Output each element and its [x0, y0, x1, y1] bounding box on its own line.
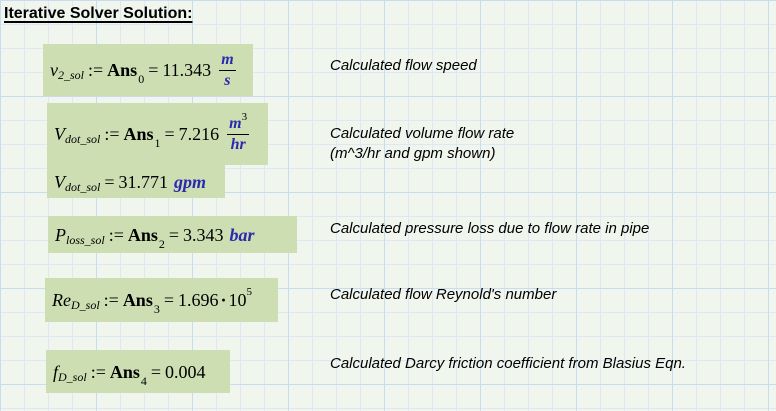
math-region-fd-sol[interactable]: f D_sol := Ans 4 = 0.004	[46, 350, 230, 393]
equals-sign: =	[150, 361, 162, 382]
variable-name: V	[54, 171, 65, 192]
multiplication-dot: ·	[220, 290, 227, 310]
variable-subscript: 2_sol	[58, 68, 85, 82]
ans-label: Ans	[127, 224, 158, 245]
ans-label: Ans	[123, 124, 154, 144]
unit-fraction: m3 hr	[227, 111, 250, 153]
unit-numerator: m	[229, 114, 242, 132]
unit-numerator: m	[221, 50, 234, 68]
variable-name: f	[53, 361, 59, 382]
ans-label: Ans	[107, 60, 138, 80]
variable-subscript: D_sol	[70, 298, 100, 312]
ans-label: Ans	[109, 361, 140, 382]
ans-index: 4	[140, 373, 147, 388]
comment-line: Calculated pressure loss due to flow rat…	[330, 220, 650, 237]
assign-operator: :=	[108, 224, 124, 245]
result-value: 31.771	[118, 171, 169, 192]
result-value: 11.343	[162, 60, 212, 80]
assign-operator: :=	[90, 361, 106, 382]
comment-flow-speed[interactable]: Calculated flow speed	[330, 56, 477, 76]
unit-numerator-group: m3	[227, 111, 249, 133]
comment-volume-flow-rate[interactable]: Calculated volume flow rate (m^3/hr and …	[330, 124, 514, 164]
unit-denominator: hr	[230, 135, 246, 153]
unit: gpm	[174, 171, 207, 192]
ans-index: 0	[138, 72, 145, 86]
variable-subscript: dot_sol	[65, 179, 101, 194]
equals-sign: =	[164, 124, 175, 144]
math-region-v2-sol[interactable]: v 2_sol := Ans 0 = 11.343 m s	[43, 44, 253, 96]
variable-subscript: loss_sol	[66, 232, 105, 247]
variable-name: V	[54, 124, 65, 144]
result-value: 3.343	[183, 224, 224, 245]
comment-line: Calculated flow speed	[330, 57, 477, 74]
comment-line: Calculated flow Reynold's number	[330, 286, 557, 303]
comment-line: Calculated volume flow rate	[330, 125, 515, 142]
result-value: 7.216	[178, 124, 220, 144]
comment-reynolds-number[interactable]: Calculated flow Reynold's number	[330, 285, 556, 305]
fraction-bar	[219, 69, 236, 71]
unit-fraction: m s	[219, 50, 236, 89]
ans-label: Ans	[122, 290, 153, 310]
fraction-bar	[227, 133, 250, 135]
variable-subscript: D_sol	[58, 369, 87, 384]
power-base: 10	[228, 290, 247, 310]
result-value: 0.004	[165, 361, 206, 382]
page-title[interactable]: Iterative Solver Solution:	[4, 5, 193, 22]
variable-name: v	[50, 60, 58, 80]
variable-subscript: dot_sol	[65, 132, 101, 146]
assign-operator: :=	[104, 124, 120, 144]
assign-operator: :=	[103, 290, 119, 310]
comment-pressure-loss[interactable]: Calculated pressure loss due to flow rat…	[330, 219, 649, 239]
equals-sign: =	[163, 290, 174, 310]
comment-line: Calculated Darcy friction coefficient fr…	[330, 355, 686, 372]
comment-darcy-friction[interactable]: Calculated Darcy friction coefficient fr…	[330, 354, 686, 374]
equals-sign: =	[104, 171, 115, 192]
unit-exponent: 3	[241, 110, 248, 123]
unit: bar	[229, 224, 255, 245]
power-exponent: 5	[246, 285, 253, 298]
ans-index: 2	[158, 236, 165, 251]
comment-line: (m^3/hr and gpm shown)	[330, 145, 496, 162]
result-mantissa: 1.696	[177, 290, 219, 310]
unit-denominator: s	[224, 71, 231, 89]
equals-sign: =	[148, 60, 159, 80]
variable-name: Re	[52, 290, 71, 310]
ans-index: 1	[154, 136, 161, 150]
equals-sign: =	[168, 224, 180, 245]
variable-name: P	[55, 224, 66, 245]
assign-operator: :=	[88, 60, 104, 80]
math-region-re-d-sol[interactable]: Re D_sol := Ans 3 = 1.696 · 10 5	[45, 278, 278, 322]
ans-index: 3	[153, 302, 160, 316]
